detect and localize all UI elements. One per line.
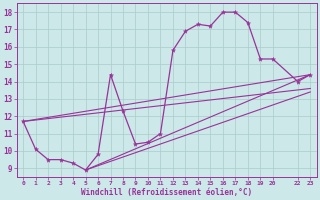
X-axis label: Windchill (Refroidissement éolien,°C): Windchill (Refroidissement éolien,°C) xyxy=(81,188,252,197)
